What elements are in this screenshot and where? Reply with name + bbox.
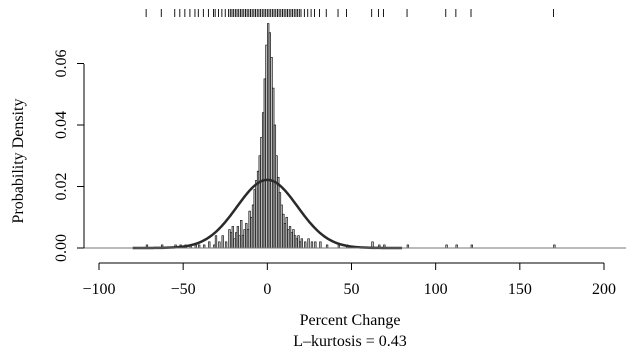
x-tick-label: −100 [82,281,115,298]
x-axis-subtitle: L–kurtosis = 0.43 [293,333,406,350]
y-axis-ticks: 0.00 0.02 0.04 0.06 [53,50,84,262]
x-tick-label: 200 [592,281,616,298]
y-tick-label: 0.06 [53,50,70,78]
histogram-bar [314,241,317,249]
y-tick-label: 0.02 [53,173,70,201]
x-axis: −100 −50 0 50 100 150 200 [82,262,616,298]
y-axis: 0.00 0.02 0.04 0.06 [53,50,85,262]
histogram-bar [304,241,307,249]
x-tick-label: −50 [171,281,196,298]
histogram-bars [145,23,556,249]
x-tick-label: 0 [263,281,271,298]
histogram-bar [224,241,228,249]
histogram-bar [208,241,211,249]
y-axis-title: Probability Density [10,99,27,224]
histogram-bar [319,241,322,249]
x-tick-label: 100 [424,281,448,298]
plot-area [84,9,626,250]
rug-marks [145,9,554,17]
x-tick-label: 50 [343,281,359,298]
histogram-bar [310,241,314,249]
x-axis-title: Percent Change [300,312,401,329]
histogram-bar [214,235,218,249]
x-tick-label: 150 [508,281,532,298]
y-tick-label: 0.00 [53,234,70,262]
histogram-bar [300,238,303,249]
histogram-bar [221,235,224,249]
histogram-bar [307,238,310,249]
histogram-bar [218,241,221,249]
y-tick-label: 0.04 [53,111,70,139]
x-axis-ticks: −100 −50 0 50 100 150 200 [82,263,616,298]
normal-density-curve [132,178,402,250]
